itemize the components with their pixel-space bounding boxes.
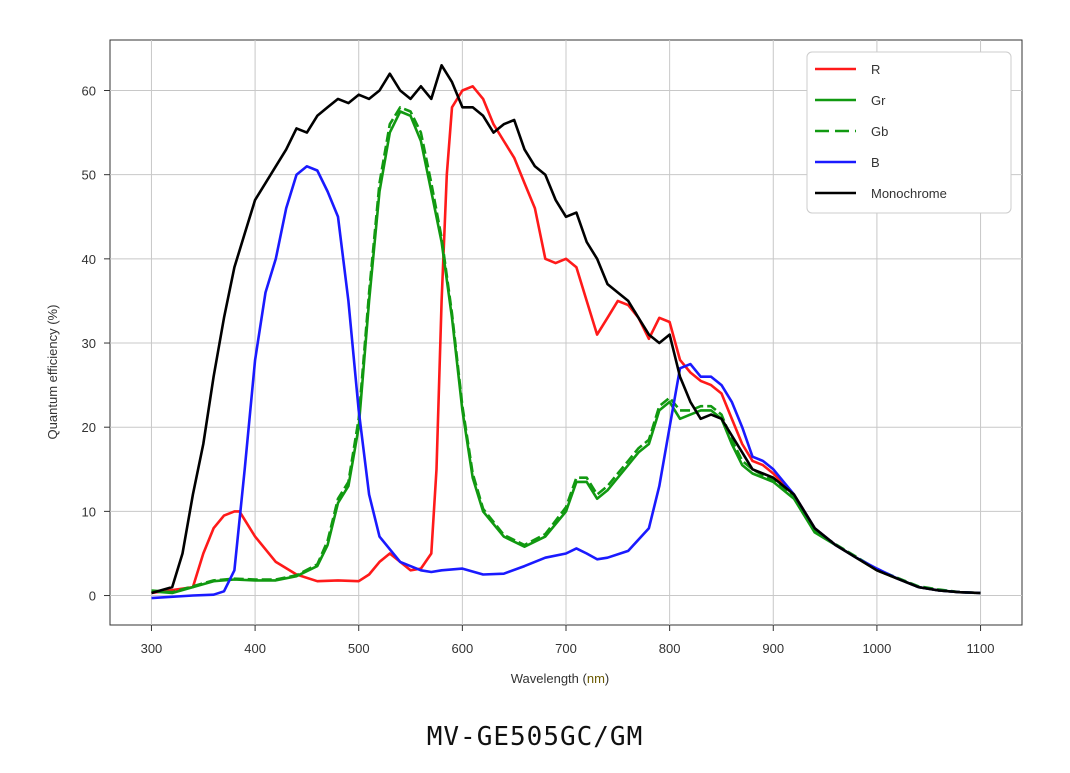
y-tick-label: 20 xyxy=(82,420,96,435)
legend-label-monochrome: Monochrome xyxy=(871,186,947,201)
x-tick-label: 500 xyxy=(348,641,370,656)
x-tick-label: 1100 xyxy=(967,641,995,656)
x-tick-label: 1000 xyxy=(862,641,891,656)
x-tick-label: 800 xyxy=(659,641,681,656)
x-tick-label: 600 xyxy=(452,641,474,656)
x-tick-label: 300 xyxy=(141,641,163,656)
figure-caption: MV-GE505GC/GM xyxy=(426,722,644,752)
series-monochrome-line xyxy=(151,64,981,595)
series-b-line xyxy=(151,165,981,600)
y-tick-label: 60 xyxy=(82,84,96,99)
y-tick-label: 30 xyxy=(82,336,96,351)
x-tick-label: 900 xyxy=(762,641,784,656)
y-axis-label: Quantum efficiency (%) xyxy=(45,305,60,440)
series-gb-line xyxy=(151,106,981,595)
x-tick-label: 700 xyxy=(555,641,577,656)
legend-label-gb: Gb xyxy=(871,124,888,139)
x-tick-label: 400 xyxy=(244,641,266,656)
legend-label-r: R xyxy=(871,62,880,77)
tick-labels: 300 400 500 600 700 800 900 1000 1100 0 10 20 30 40 50… xyxy=(82,84,995,656)
y-tick-label: 50 xyxy=(82,168,96,183)
y-tick-label: 10 xyxy=(82,504,96,519)
x-axis-label: Wavelength (nm) xyxy=(511,671,610,686)
y-tick-label: 0 xyxy=(89,589,96,604)
legend-label-gr: Gr xyxy=(871,93,886,108)
legend: R Gr Gb B Monochrome xyxy=(806,51,1012,214)
legend-label-b: B xyxy=(871,155,880,170)
y-tick-label: 40 xyxy=(82,252,96,267)
series-lines xyxy=(151,64,981,600)
series-r-line xyxy=(151,85,981,595)
